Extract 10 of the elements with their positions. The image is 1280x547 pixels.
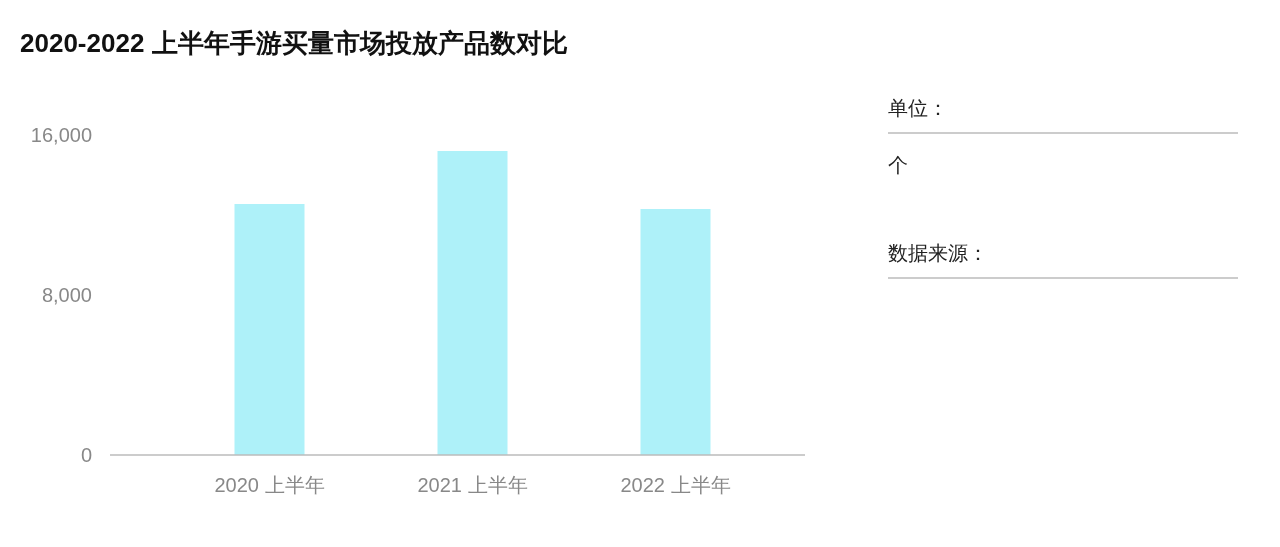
y-tick-label: 16,000 [30, 124, 92, 146]
x-tick-label: 2022 上半年 [620, 474, 731, 496]
y-tick-label: 8,000 [41, 284, 92, 306]
title: 2020-2022 上半年手游买量市场投放产品数对比 [20, 28, 568, 58]
text: 单位： [888, 97, 948, 119]
source-note: 数据来源： [888, 242, 988, 264]
y-tick-label: 0 [80, 444, 92, 466]
x-tick-label: 2020 上半年 [214, 474, 325, 496]
x-tick-label: 2021 上半年 [417, 474, 528, 496]
text: 个 [888, 154, 908, 176]
